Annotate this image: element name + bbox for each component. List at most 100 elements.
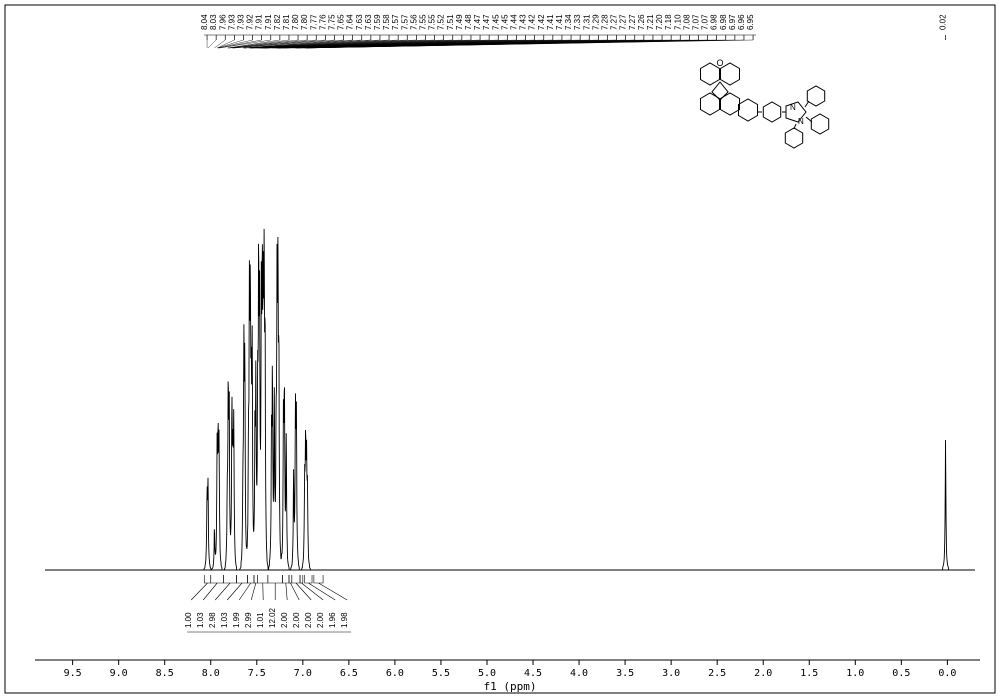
peak-label: 7.18 — [664, 14, 673, 30]
peak-label: 7.47 — [473, 14, 482, 30]
solvent-peak-label: 0.02 — [939, 14, 948, 30]
peak-label: 7.47 — [482, 14, 491, 30]
x-axis-tick-label: 1.5 — [800, 668, 818, 679]
peak-label: 7.29 — [591, 14, 600, 30]
x-axis-tick-label: 7.5 — [248, 668, 266, 679]
peak-label: 6.98 — [710, 14, 719, 30]
peak-label: 8.03 — [209, 14, 218, 30]
x-axis-tick-label: 0.0 — [938, 668, 956, 679]
x-axis-tick-label: 4.5 — [524, 668, 542, 679]
integral-value: 1.03 — [196, 612, 205, 628]
molecule-structure: ONN — [701, 58, 829, 148]
x-axis-tick-label: 0.5 — [892, 668, 910, 679]
integral-brace — [268, 575, 283, 600]
peak-label: 7.49 — [455, 14, 464, 30]
integral-brace — [251, 575, 258, 600]
peak-label: 7.28 — [600, 14, 609, 30]
integral-value: 2.00 — [316, 612, 325, 628]
integral-brace — [203, 575, 223, 600]
peak-label: 7.57 — [391, 14, 400, 30]
integral-value: 1.96 — [328, 612, 337, 628]
peak-label: 7.64 — [346, 14, 355, 30]
integral-brace — [215, 575, 236, 600]
peak-label: 6.98 — [719, 14, 728, 30]
peak-label: 7.80 — [300, 14, 309, 30]
integral-brace — [305, 575, 336, 600]
integral-brace — [283, 575, 289, 600]
integral-value: 2.00 — [292, 612, 301, 628]
peak-label: 7.21 — [646, 14, 655, 30]
x-axis-tick-label: 2.0 — [754, 668, 772, 679]
integral-value: 1.99 — [232, 612, 241, 628]
integral-brace — [191, 575, 211, 600]
nitrogen-label: N — [798, 117, 804, 126]
peak-label: 8.04 — [200, 14, 209, 30]
x-axis-tick-label: 4.0 — [570, 668, 588, 679]
integral-value: 1.03 — [220, 612, 229, 628]
integral-brace — [289, 575, 299, 600]
peak-label: 7.82 — [273, 14, 282, 30]
peak-label: 6.97 — [728, 14, 737, 30]
peak-label: 7.48 — [464, 14, 473, 30]
integral-value: 1.01 — [256, 612, 265, 628]
x-axis-tick-label: 3.0 — [662, 668, 680, 679]
x-axis-tick-label: 1.0 — [846, 668, 864, 679]
peak-label: 7.51 — [446, 14, 455, 30]
nmr-spectrum-chart: 9.59.08.58.07.57.06.56.05.55.04.54.03.53… — [0, 0, 1000, 698]
peak-label: 7.42 — [528, 14, 537, 30]
peak-label: 7.81 — [282, 14, 291, 30]
x-axis-tick-label: 8.5 — [156, 668, 174, 679]
peak-label: 7.34 — [564, 14, 573, 30]
peak-label: 7.93 — [236, 14, 245, 30]
x-axis-tick-label: 7.0 — [294, 668, 312, 679]
peak-label: 7.93 — [227, 14, 236, 30]
x-axis-tick-label: 9.5 — [64, 668, 82, 679]
peak-label: 7.58 — [382, 14, 391, 30]
x-axis-tick-label: 8.0 — [202, 668, 220, 679]
peak-label: 7.07 — [701, 14, 710, 30]
integral-brace — [258, 575, 268, 600]
peak-label: 7.44 — [509, 14, 518, 30]
integral-brace — [227, 575, 247, 600]
peak-label: 7.91 — [264, 14, 273, 30]
peak-label: 7.45 — [491, 14, 500, 30]
peak-label: 7.27 — [610, 14, 619, 30]
peak-label: 7.63 — [364, 14, 373, 30]
peak-label: 7.56 — [409, 14, 418, 30]
peak-label: 7.63 — [355, 14, 364, 30]
peak-label: 6.96 — [737, 14, 746, 30]
peak-label: 7.27 — [628, 14, 637, 30]
peak-label: 7.42 — [537, 14, 546, 30]
peak-label: 7.27 — [619, 14, 628, 30]
peak-label: 7.80 — [291, 14, 300, 30]
peak-label: 7.91 — [255, 14, 264, 30]
peak-label: 7.96 — [218, 14, 227, 30]
nitrogen-label: N — [790, 103, 796, 112]
peak-label: 7.52 — [437, 14, 446, 30]
peak-label: 7.75 — [327, 14, 336, 30]
integral-brace — [292, 575, 311, 600]
integral-value: 12.02 — [268, 607, 277, 628]
x-axis-tick-label: 5.5 — [432, 668, 450, 679]
x-axis-tick-label: 6.0 — [386, 668, 404, 679]
x-axis-tick-label: 2.5 — [708, 668, 726, 679]
peak-label: 7.92 — [246, 14, 255, 30]
peak-label: 7.55 — [428, 14, 437, 30]
integral-brace — [239, 575, 254, 600]
peak-label: 7.41 — [546, 14, 555, 30]
integral-value: 2.98 — [208, 612, 217, 628]
peak-label: 7.55 — [418, 14, 427, 30]
peak-label: 7.76 — [318, 14, 327, 30]
peak-label: 7.43 — [519, 14, 528, 30]
peak-label: 7.45 — [500, 14, 509, 30]
peak-label: 6.95 — [746, 14, 755, 30]
integral-value: 2.00 — [304, 612, 313, 628]
peak-label: 7.07 — [691, 14, 700, 30]
x-axis-tick-label: 5.0 — [478, 668, 496, 679]
peak-label: 7.31 — [582, 14, 591, 30]
chart-frame — [5, 5, 995, 693]
integral-value: 2.99 — [244, 612, 253, 628]
peak-label: 7.57 — [400, 14, 409, 30]
peak-label: 7.59 — [373, 14, 382, 30]
peak-label: 7.41 — [555, 14, 564, 30]
